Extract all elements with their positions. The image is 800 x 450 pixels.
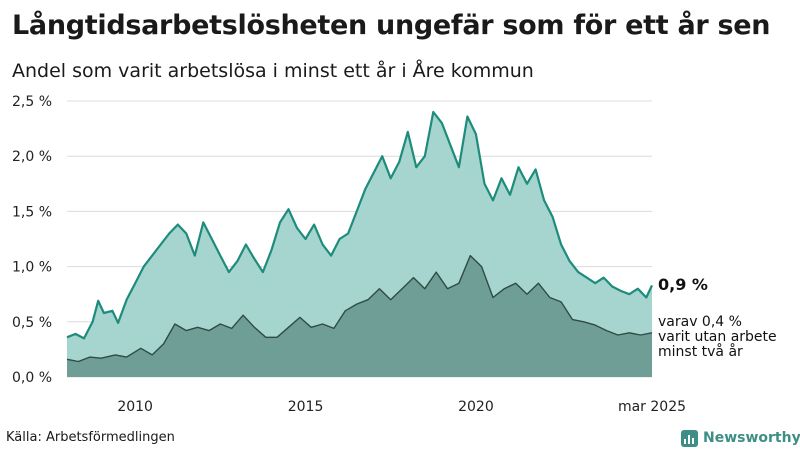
x-tick-label: 2020 (458, 399, 494, 415)
x-tick-label: 2015 (288, 399, 324, 415)
series-line-long (66, 254, 653, 363)
series-line-total (66, 110, 653, 340)
chart-subtitle: Andel som varit arbetslösa i minst ett å… (12, 60, 534, 82)
end-label-long: minst två år (658, 343, 743, 360)
y-axis-ticks: 0,0 % 0,5 % 1,0 % 1,5 % 2,0 % 2,5 % (12, 94, 52, 386)
area-series (66, 110, 653, 377)
y-tick-label: 2,0 % (12, 149, 52, 165)
chart-title: Långtidsarbetslösheten ungefär som för e… (12, 10, 771, 41)
y-tick-label: 1,5 % (12, 204, 52, 220)
x-tick-label: mar 2025 (618, 399, 686, 415)
area-fill-long (67, 255, 652, 377)
end-label-long: varit utan arbete (658, 329, 777, 345)
y-tick-label: 0,0 % (12, 370, 52, 386)
end-label-total: 0,9 % (658, 275, 708, 294)
y-tick-label: 0,5 % (12, 315, 52, 331)
x-axis-ticks: 2010 2015 2020 mar 2025 (117, 399, 686, 415)
end-label-long: varav 0,4 % (658, 314, 742, 330)
source-note: Källa: Arbetsförmedlingen (6, 430, 175, 445)
bar-chart-icon (681, 429, 698, 447)
y-tick-label: 2,5 % (12, 94, 52, 110)
brand-name: Newsworthy (703, 430, 800, 446)
x-tick-label: 2010 (117, 399, 153, 415)
y-tick-label: 1,0 % (12, 260, 52, 276)
brand-logo: Newsworthy (681, 427, 800, 449)
